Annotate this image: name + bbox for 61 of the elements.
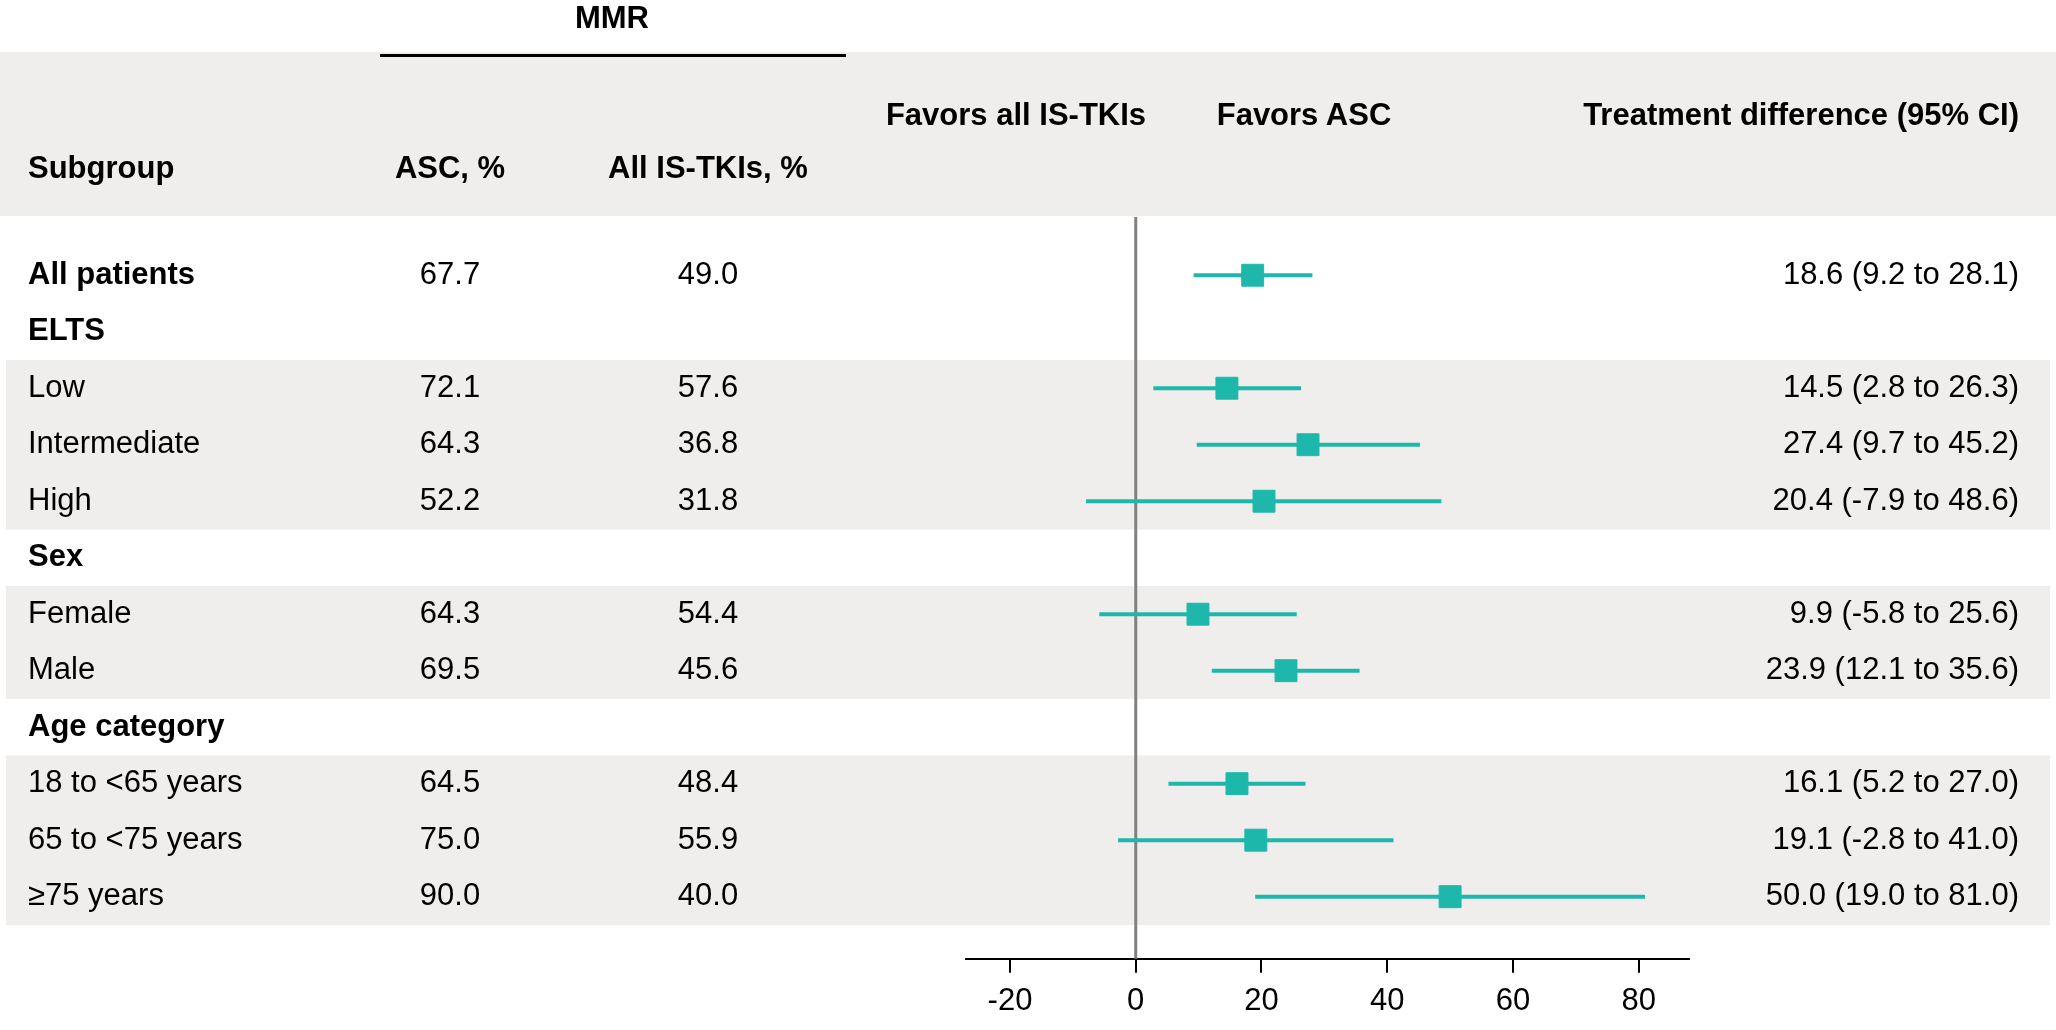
- data-label: 16.1 (5.2 to 27.0): [1782, 764, 2019, 800]
- text: Subgroup: [28, 149, 176, 187]
- data-label: 64.5: [419, 764, 481, 800]
- category-label: Male: [28, 651, 96, 687]
- x-tick-label: -20: [987, 981, 1033, 1017]
- data-label: 57.6: [677, 368, 739, 404]
- x-tick-label: 20: [1244, 981, 1279, 1017]
- data-label: 23.9 (12.1 to 35.6): [1765, 651, 2019, 687]
- point: [1225, 772, 1249, 796]
- point: [1244, 828, 1268, 852]
- data-label: 27.4 (9.7 to 45.2): [1782, 425, 2019, 461]
- category-label: Age category: [28, 707, 226, 743]
- data-label: 72.1: [419, 368, 481, 404]
- category-label: Female: [28, 594, 132, 630]
- data-label: 64.3: [419, 594, 481, 630]
- data-label: 50.0 (19.0 to 81.0): [1765, 877, 2019, 913]
- data-label: 69.5: [419, 651, 481, 687]
- x-tick-label: 40: [1369, 981, 1405, 1017]
- data-label: 49.0: [677, 255, 739, 291]
- text: Favors all IS-TKIs: [884, 96, 1148, 134]
- data-label: 52.2: [419, 481, 481, 517]
- category-label: Intermediate: [28, 425, 201, 461]
- text: MMR: [573, 0, 650, 36]
- data-label: 18.6 (9.2 to 28.1): [1782, 255, 2019, 291]
- data-label: 45.6: [677, 651, 739, 687]
- category-label: 65 to <75 years: [28, 820, 243, 856]
- data-label: 14.5 (2.8 to 26.3): [1782, 368, 2019, 404]
- x-tick-label: 60: [1495, 981, 1531, 1017]
- point: [1296, 433, 1320, 457]
- data-label: 48.4: [677, 764, 739, 800]
- data-label: 20.4 (-7.9 to 48.6): [1772, 481, 2019, 517]
- data-label: 64.3: [419, 425, 481, 461]
- data-label: 40.0: [677, 877, 739, 913]
- text: Favors ASC: [1215, 96, 1393, 134]
- point: [1438, 885, 1462, 909]
- data-label: 55.9: [677, 820, 739, 856]
- x-tick-label: 0: [1127, 981, 1145, 1017]
- data-label: 54.4: [677, 594, 739, 630]
- point: [1186, 602, 1210, 626]
- category-label: Low: [28, 368, 86, 404]
- data-label: 67.7: [419, 255, 481, 291]
- point: [1252, 489, 1276, 513]
- x-tick-label: 80: [1621, 981, 1656, 1017]
- data-label: 36.8: [677, 425, 739, 461]
- text: All IS-TKIs, %: [607, 149, 809, 187]
- point: [1215, 376, 1239, 400]
- data-label: 9.9 (-5.8 to 25.6): [1789, 594, 2019, 630]
- point: [1241, 263, 1265, 287]
- category-label: Sex: [28, 538, 84, 574]
- data-label: 19.1 (-2.8 to 41.0): [1772, 820, 2019, 856]
- data-label: 90.0: [419, 877, 481, 913]
- category-label: ELTS: [28, 312, 105, 348]
- text: ASC, %: [393, 149, 507, 187]
- point: [1274, 659, 1298, 683]
- category-label: ≥75 years: [28, 877, 164, 913]
- category-label: 18 to <65 years: [28, 764, 243, 800]
- data-label: 31.8: [677, 481, 739, 517]
- data-label: 75.0: [419, 820, 481, 856]
- text: Treatment difference (95% CI): [1582, 96, 2019, 134]
- category-label: High: [28, 481, 92, 517]
- category-label: All patients: [28, 255, 196, 291]
